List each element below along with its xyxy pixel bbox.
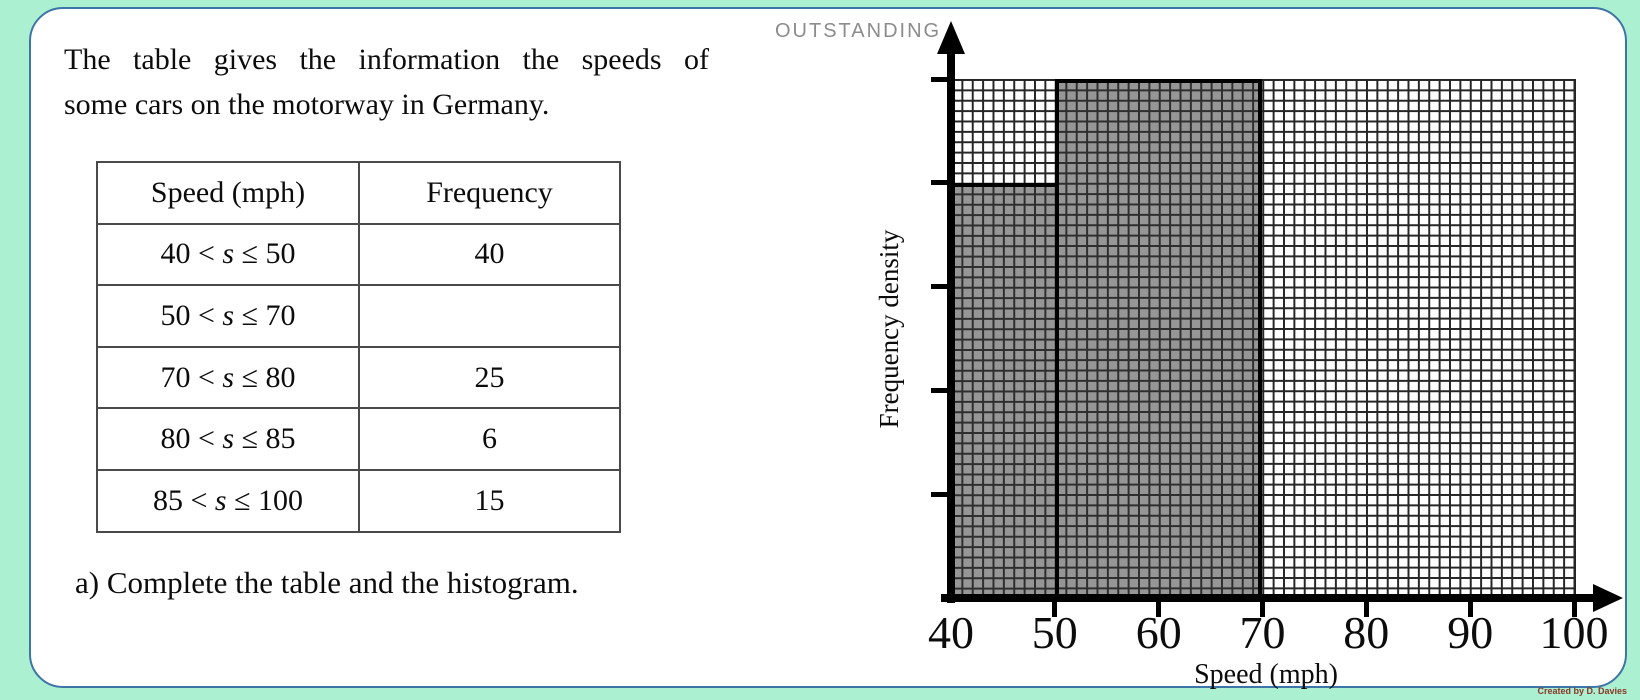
x-tick-label: 80 xyxy=(1343,607,1390,658)
histogram-bar-50-70 xyxy=(1054,79,1263,598)
x-axis-arrow-icon xyxy=(1593,584,1623,612)
range-variable: s xyxy=(222,298,235,332)
range-text: ≤ 80 xyxy=(234,360,296,394)
y-axis-line xyxy=(947,35,955,603)
range-text: 40 < xyxy=(160,237,223,271)
x-tick xyxy=(1571,602,1577,617)
x-tick-label: 50 xyxy=(1031,607,1078,658)
table-header-row: Speed (mph) Frequency xyxy=(96,161,621,225)
x-axis-line xyxy=(941,594,1597,602)
range-variable: s xyxy=(214,483,227,517)
range-cell: 85 < s ≤ 100 xyxy=(96,468,360,533)
frequency-cell-empty xyxy=(358,284,621,348)
frequency-cell: 6 xyxy=(358,407,621,471)
range-variable: s xyxy=(222,422,235,456)
x-tick-label: 70 xyxy=(1239,607,1286,658)
col-header-frequency: Frequency xyxy=(358,161,621,225)
problem-statement-line-1: The table gives the information the spee… xyxy=(64,43,709,76)
x-tick xyxy=(1363,602,1369,617)
y-axis-arrow-icon xyxy=(937,21,965,54)
problem-statement-line-2: some cars on the motorway in Germany. xyxy=(64,88,550,121)
range-text: ≤ 50 xyxy=(234,237,296,271)
table-row: 40 < s ≤ 50 40 xyxy=(96,222,621,287)
frequency-table: Speed (mph) Frequency 40 < s ≤ 50 40 50 … xyxy=(96,161,621,533)
range-cell: 70 < s ≤ 80 xyxy=(96,345,360,410)
watermark-text: OUTSTANDING xyxy=(775,20,942,42)
range-cell: 80 < s ≤ 85 xyxy=(96,407,360,471)
x-tick-label: 40 xyxy=(928,607,974,658)
x-tick xyxy=(1156,602,1162,617)
x-tick-label: 60 xyxy=(1135,607,1182,658)
range-cell: 40 < s ≤ 50 xyxy=(96,222,360,287)
slide-card: The table gives the information the spee… xyxy=(29,7,1627,690)
range-text: ≤ 100 xyxy=(226,483,304,517)
problem-statement: The table gives the information the spee… xyxy=(64,37,709,127)
range-text: 85 < xyxy=(152,483,215,517)
table-row: 85 < s ≤ 100 15 xyxy=(96,468,621,533)
frequency-cell: 15 xyxy=(358,468,621,533)
y-tick xyxy=(931,180,951,186)
y-tick xyxy=(931,76,951,82)
table-row: 70 < s ≤ 80 25 xyxy=(96,345,621,410)
y-tick xyxy=(931,388,951,393)
frequency-cell: 40 xyxy=(358,222,621,287)
range-text: 50 < xyxy=(160,298,223,332)
range-cell: 50 < s ≤ 70 xyxy=(96,284,360,348)
col-header-speed: Speed (mph) xyxy=(96,161,360,225)
x-tick-label: 90 xyxy=(1447,607,1494,658)
frequency-cell: 25 xyxy=(358,345,621,410)
x-tick xyxy=(1052,602,1058,617)
range-text: 70 < xyxy=(160,360,223,394)
y-tick xyxy=(931,491,951,497)
task-text: a) Complete the table and the histogram. xyxy=(75,565,579,600)
range-variable: s xyxy=(222,237,235,271)
x-tick xyxy=(1260,602,1265,617)
range-text: ≤ 85 xyxy=(234,422,296,456)
range-text: 80 < xyxy=(160,422,223,456)
histogram-grid-paper xyxy=(951,79,1576,598)
x-tick-label: 100 xyxy=(1539,607,1609,658)
range-variable: s xyxy=(222,360,235,394)
range-text: ≤ 70 xyxy=(234,298,296,332)
x-tick xyxy=(1467,602,1473,617)
y-axis-title: Frequency density xyxy=(874,229,904,429)
table-row: 80 < s ≤ 85 6 xyxy=(96,407,621,471)
table-row: 50 < s ≤ 70 xyxy=(96,284,621,348)
y-tick xyxy=(931,284,951,290)
credit-text: Created by D. Davies xyxy=(1537,686,1627,696)
histogram-bar-40-50 xyxy=(951,182,1055,598)
x-axis-title: Speed (mph) xyxy=(1194,659,1338,690)
